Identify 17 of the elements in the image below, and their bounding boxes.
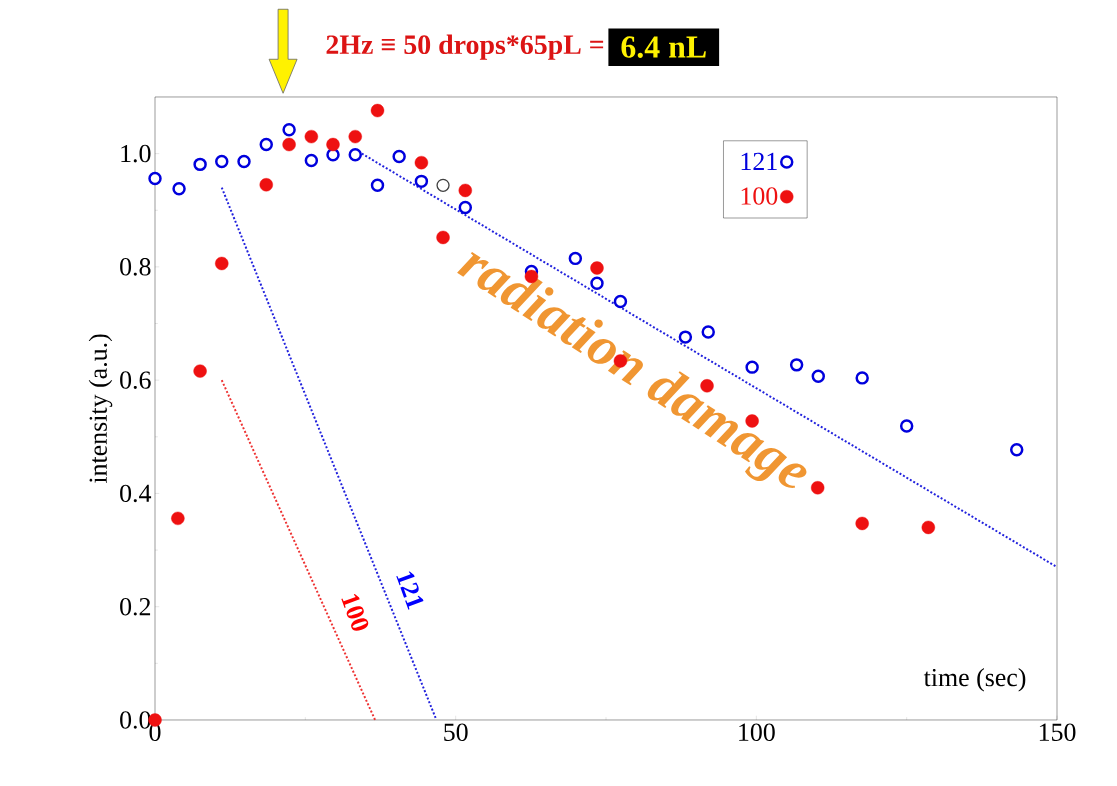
annotation: 121 — [396, 571, 424, 610]
chart-title: 2Hz ≡ 50 drops*65pL = — [326, 34, 604, 60]
x-tick-label: 50 — [444, 723, 468, 741]
y-tick-label: 1.0 — [121, 144, 151, 163]
y-axis-title: intensity (a.u.) — [88, 334, 113, 484]
legend-label: 100 — [741, 187, 778, 205]
y-tick-label: 0.2 — [120, 597, 151, 616]
x-tick-label: 150 — [1039, 723, 1076, 741]
x-tick-label: 100 — [739, 723, 775, 741]
y-tick-label: 0.0 — [120, 711, 151, 729]
annotation: 100 — [341, 594, 369, 631]
chart-subtitle: 6.4 nL — [621, 36, 706, 58]
x-axis-title: time (sec) — [923, 668, 1026, 692]
y-tick-label: 0.8 — [120, 258, 151, 276]
legend-label: 121 — [741, 152, 777, 170]
y-tick-label: 0.6 — [120, 371, 151, 389]
y-tick-label: 0.4 — [120, 484, 152, 503]
